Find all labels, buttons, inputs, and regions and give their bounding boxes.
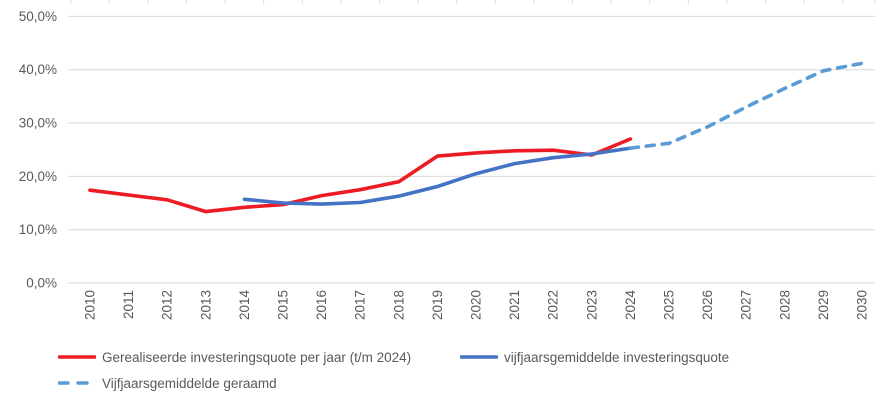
x-axis-year-label: 2015 [276, 290, 291, 320]
y-axis-tick-label: 10,0% [19, 222, 57, 237]
x-axis-year-label: 2012 [160, 290, 175, 320]
series-line-five-year-average [242, 146, 633, 206]
x-axis-year-label: 2016 [314, 290, 329, 320]
x-axis-year-label: 2021 [507, 290, 522, 320]
x-axis-year-label: 2017 [353, 290, 368, 320]
series-line-realized-quote [88, 137, 633, 214]
x-axis-year-label: 2023 [584, 290, 599, 320]
x-axis-year-label: 2013 [198, 290, 213, 320]
legend-item-five-year-average: vijfjaarsgemiddelde investeringsquote [460, 348, 729, 366]
x-axis-year-label: 2024 [623, 290, 638, 321]
legend-item-realized: Gerealiseerde investeringsquote per jaar… [58, 348, 411, 366]
y-axis-tick-label: 50,0% [19, 9, 57, 24]
x-axis-year-label: 2014 [237, 290, 252, 321]
x-axis-year-label: 2018 [391, 290, 406, 320]
legend-label-forecast: Vijfjaarsgemiddelde geraamd [102, 375, 277, 391]
x-axis-year-label: 2011 [121, 290, 136, 319]
x-axis-year-label: 2028 [777, 290, 792, 320]
x-axis-year-label: 2019 [430, 290, 445, 320]
legend-line-swatch-solid-blue-icon [460, 355, 498, 359]
legend-label-realized: Gerealiseerde investeringsquote per jaar… [102, 349, 412, 365]
x-axis-year-label: 2030 [855, 290, 870, 320]
chart-legend: Gerealiseerde investeringsquote per jaar… [0, 340, 892, 402]
y-axis-tick-label: 30,0% [19, 116, 57, 131]
series-line-five-year-forecast [628, 61, 864, 150]
y-axis-tick-label: 20,0% [19, 169, 57, 184]
legend-label-five-year-average: vijfjaarsgemiddelde investeringsquote [504, 349, 730, 365]
x-axis-year-label: 2022 [546, 290, 561, 320]
y-axis-tick-label: 40,0% [19, 62, 57, 77]
x-axis-year-label: 2027 [739, 290, 754, 320]
x-axis-year-label: 2029 [816, 290, 831, 320]
investeringsquote-line-chart: 0,0% 10,0% 20,0% 30,0% 40,0% 50,0% 2010 2011 201… [19, 0, 876, 321]
x-axis-year-label: 2025 [662, 290, 677, 320]
legend-item-forecast: Vijfjaarsgemiddelde geraamd [58, 374, 277, 392]
x-axis-year-label: 2020 [469, 290, 484, 320]
legend-line-swatch-solid-red-icon [58, 355, 96, 359]
x-axis-year-label: 2010 [83, 290, 98, 320]
y-axis-tick-label: 0,0% [26, 276, 57, 291]
x-axis-year-label: 2026 [700, 290, 715, 320]
legend-line-swatch-dashed-blue-icon [58, 381, 96, 385]
